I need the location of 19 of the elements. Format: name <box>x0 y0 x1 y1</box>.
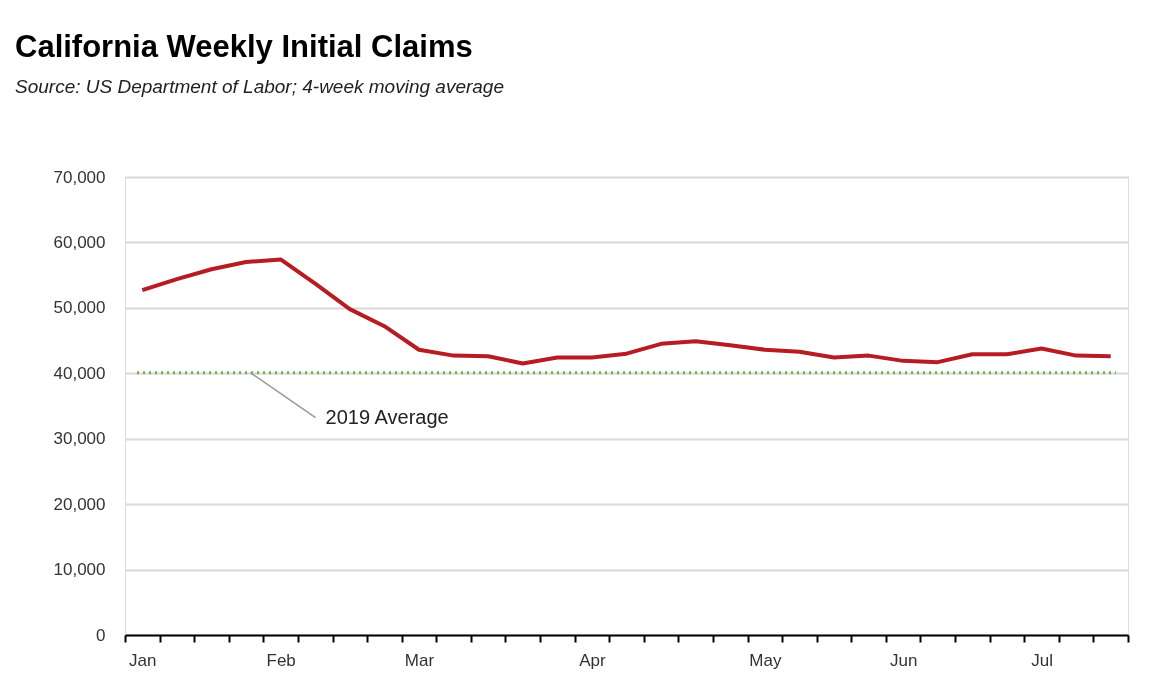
line-series <box>140 257 1113 366</box>
y-tick-label: 40,000 <box>53 363 106 383</box>
y-tick-label: 20,000 <box>53 494 106 514</box>
x-tick-label: Jul <box>1031 650 1053 670</box>
y-tick-label: 30,000 <box>53 429 106 449</box>
ref-line-label: 2019 Average <box>325 405 449 428</box>
y-tick-label: 60,000 <box>53 232 106 252</box>
y-tick-label: 10,000 <box>53 560 106 580</box>
y-tick-label: 70,000 <box>53 167 106 187</box>
x-tick-label: Apr <box>579 650 606 670</box>
x-tick-label: Feb <box>266 650 296 670</box>
y-tick-label: 0 <box>96 625 106 645</box>
x-tick-label: May <box>749 650 782 670</box>
chart-title: California Weekly Initial Claims <box>15 29 473 64</box>
x-tick-label: Jan <box>129 650 157 670</box>
x-tick-label: Mar <box>404 650 435 670</box>
x-tick-label: Jun <box>889 650 918 670</box>
chart-subtitle: Source: US Department of Labor; 4-week moving average <box>15 76 504 97</box>
y-tick-label: 50,000 <box>53 298 106 318</box>
